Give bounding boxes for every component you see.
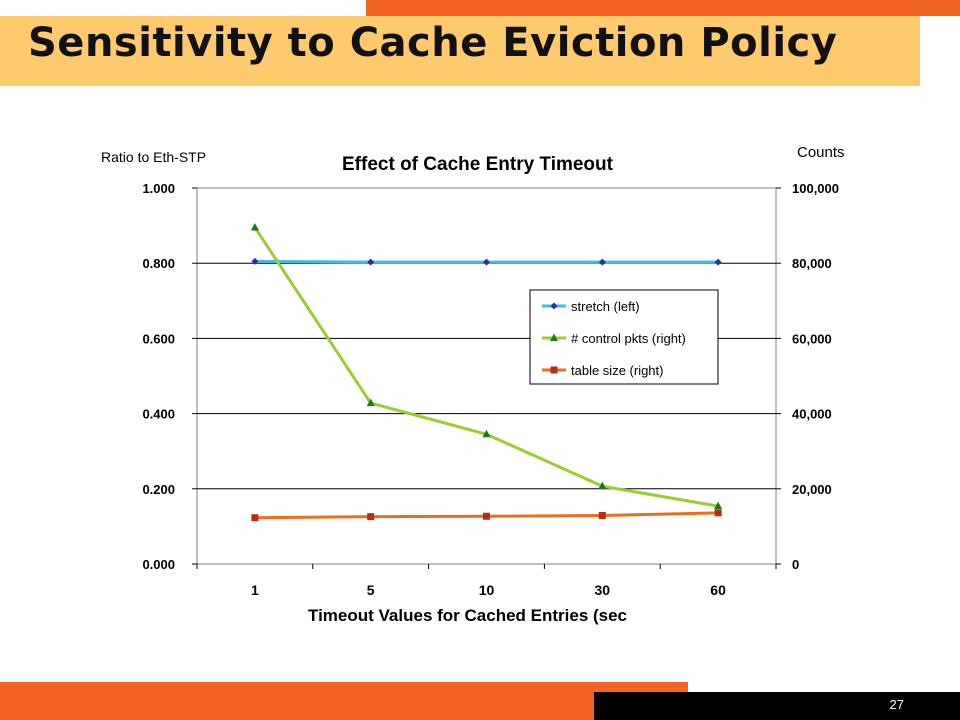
x-tick-label: 30	[595, 582, 611, 598]
legend-label: stretch (left)	[571, 299, 640, 314]
x-tick-label: 60	[710, 582, 726, 598]
x-axis-label: Timeout Values for Cached Entries (sec	[308, 606, 627, 625]
x-axis-ticks: 1 5 10 30 60	[197, 564, 776, 598]
legend-label: # control pkts (right)	[571, 331, 686, 346]
right-axis-label: Counts	[797, 144, 845, 161]
x-tick-label: 5	[367, 582, 375, 598]
left-tick-label: 0.600	[142, 331, 175, 346]
right-tick-label: 60,000	[792, 331, 832, 346]
right-tick-label: 20,000	[792, 482, 832, 497]
chart: 0.000 0.200 0.400 0.600 0.800 1.000 0 20,000 40…	[0, 0, 960, 720]
right-tick-label: 100,000	[792, 181, 839, 196]
left-tick-label: 0.000	[142, 557, 175, 572]
footer-orange-bar	[0, 682, 688, 720]
square-marker	[599, 512, 606, 519]
x-tick-label: 1	[251, 582, 259, 598]
left-tick-label: 0.800	[142, 256, 175, 271]
chart-title-clip	[636, 148, 776, 178]
square-marker	[251, 514, 258, 521]
left-tick-label: 0.200	[142, 482, 175, 497]
right-tick-label: 80,000	[792, 256, 832, 271]
left-tick-label: 0.400	[142, 407, 175, 422]
page-number: 27	[890, 697, 904, 712]
left-axis-label: Ratio to Eth-STP	[101, 149, 206, 165]
footer-black-bar	[594, 692, 960, 720]
square-marker	[551, 367, 558, 374]
chart-title: Effect of Cache Entry Timeout	[342, 154, 614, 175]
legend-label: table size (right)	[571, 363, 663, 378]
right-tick-label: 40,000	[792, 407, 832, 422]
square-marker	[483, 513, 490, 520]
square-marker	[367, 513, 374, 520]
legend: stretch (left) # control pkts (right) tabl…	[530, 290, 718, 384]
left-tick-label: 1.000	[142, 181, 175, 196]
square-marker	[715, 509, 722, 516]
right-tick-label: 0	[792, 557, 799, 572]
right-axis-ticks: 0 20,000 40,000 60,000 80,000 100,000	[776, 181, 839, 572]
x-tick-label: 10	[479, 582, 495, 598]
left-axis-ticks: 0.000 0.200 0.400 0.600 0.800 1.000	[142, 181, 197, 572]
